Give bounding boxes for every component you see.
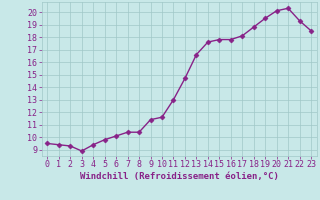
X-axis label: Windchill (Refroidissement éolien,°C): Windchill (Refroidissement éolien,°C) xyxy=(80,172,279,181)
